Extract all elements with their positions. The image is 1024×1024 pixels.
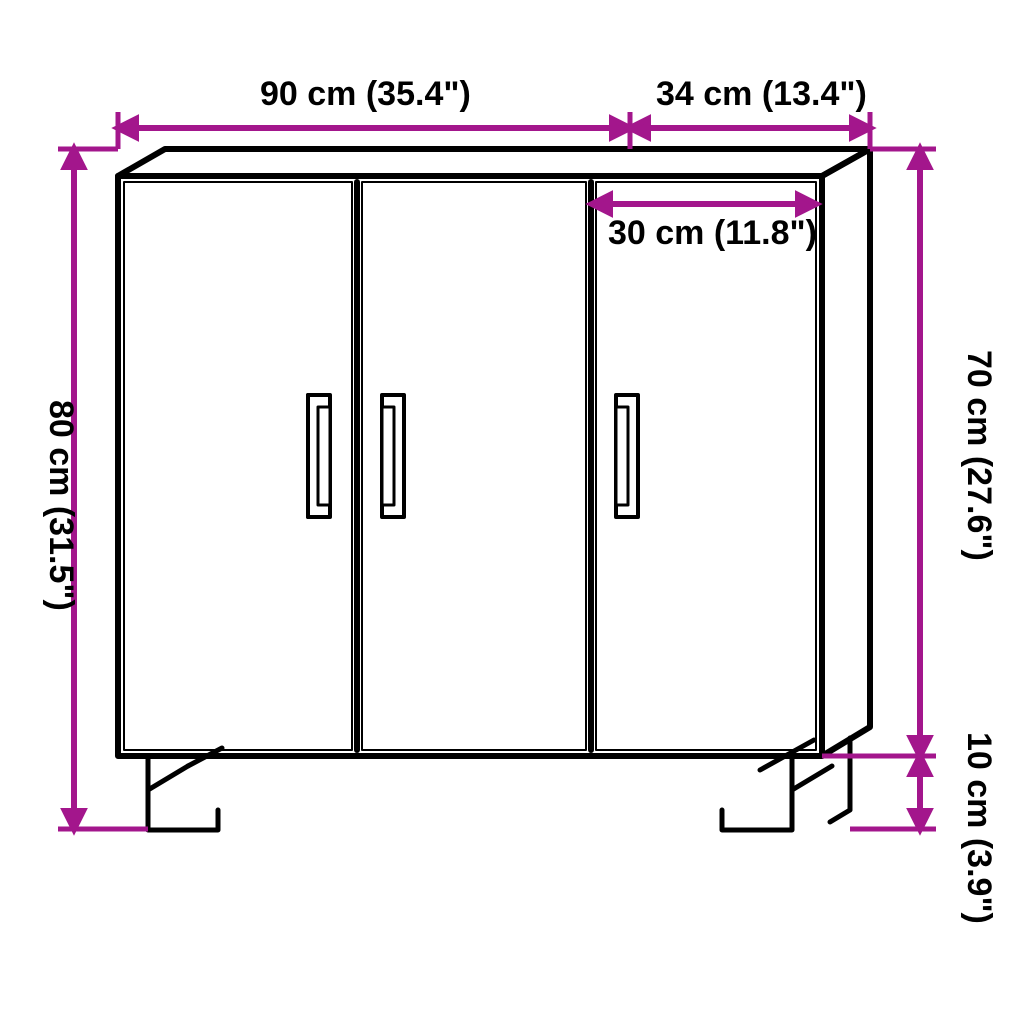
leg-front-left bbox=[148, 756, 218, 830]
label-width: 90 cm (35.4") bbox=[260, 75, 471, 113]
label-leg-height: 10 cm (3.9") bbox=[960, 732, 998, 924]
cabinet-top bbox=[118, 149, 870, 176]
dimension-diagram: 90 cm (35.4") 34 cm (13.4") 30 cm (11.8"… bbox=[0, 0, 1024, 1024]
label-total-height: 80 cm (31.5") bbox=[42, 400, 80, 611]
label-depth: 34 cm (13.4") bbox=[656, 75, 867, 113]
cabinet-front bbox=[118, 176, 822, 756]
cabinet-side bbox=[822, 149, 870, 756]
legs bbox=[148, 738, 850, 830]
label-door-width: 30 cm (11.8") bbox=[608, 214, 817, 252]
dimension-labels: 90 cm (35.4") 34 cm (13.4") 30 cm (11.8"… bbox=[42, 75, 998, 924]
leg-front-right bbox=[722, 756, 832, 830]
label-body-height: 70 cm (27.6") bbox=[960, 350, 998, 561]
